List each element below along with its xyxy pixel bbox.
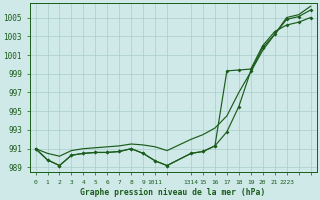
X-axis label: Graphe pression niveau de la mer (hPa): Graphe pression niveau de la mer (hPa)	[80, 188, 266, 197]
